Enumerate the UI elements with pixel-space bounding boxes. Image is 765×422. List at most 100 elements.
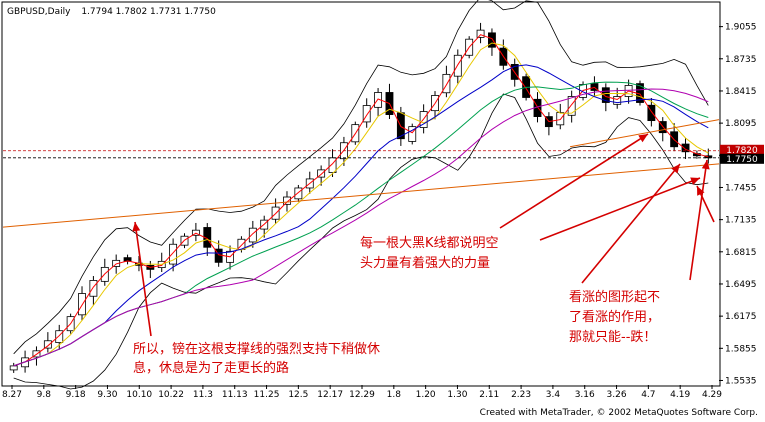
x-tick-label: 10.22 [158, 390, 184, 400]
x-tick-label: 4.7 [641, 390, 655, 400]
y-tick-label: 1.8095 [725, 119, 757, 129]
footer-credit: Created with MetaTrader, © 2002 MetaQuot… [480, 408, 758, 418]
candle-body [601, 87, 610, 103]
x-tick-label: 12.29 [349, 390, 375, 400]
candle-body [317, 169, 326, 178]
y-tick-label: 1.9055 [725, 23, 757, 33]
candle-body [248, 227, 257, 243]
candle-body [362, 105, 371, 123]
ma-mid-line [13, 42, 709, 367]
annotation-bear-line-1: 每一根大黑K线都说明空 [360, 235, 499, 251]
candle-body [9, 365, 18, 371]
bollinger-upper [13, 0, 709, 355]
x-tick-label: 4.19 [670, 390, 690, 400]
ma-longest-line [13, 88, 709, 367]
candle-body [169, 243, 178, 265]
x-tick-label: 1.20 [416, 390, 436, 400]
x-tick-label: 11.13 [222, 390, 248, 400]
x-tick-label: 10.10 [126, 390, 152, 400]
y-tick-label: 1.7135 [725, 216, 757, 226]
arrow-bull-2 [689, 159, 708, 281]
y-tick-label: 1.8735 [725, 55, 757, 65]
arrow-support [134, 221, 152, 337]
x-tick-label: 2.23 [511, 390, 531, 400]
x-tick-label: 8.27 [2, 390, 22, 400]
candle-body [328, 157, 337, 173]
candle-body [476, 29, 485, 38]
price-tag-label: 1.7750 [726, 155, 758, 165]
annotation-support-line-1: 所以，镑在这根支撑线的强烈支持下稍做休 [133, 341, 380, 357]
annotation-bear: 每一根大黑K线都说明空 头力量有着强大的力量 [360, 235, 503, 271]
x-tick-label: 11.3 [193, 390, 213, 400]
annotation-support: 所以，镑在这根支撑线的强烈支持下稍做休 息，休息是为了走更长的路 [133, 341, 384, 376]
arrow-bear-2-head [690, 177, 700, 185]
candle-body [613, 96, 622, 105]
candle-body [442, 73, 451, 94]
arrow-bull-1 [581, 163, 681, 284]
y-tick-label: 1.5535 [725, 376, 757, 386]
chart-title: GBPUSD,Daily 1.7794 1.7802 1.7731 1.7750 [7, 7, 216, 17]
x-tick-label: 11.25 [254, 390, 280, 400]
arrows-layer [132, 133, 715, 337]
candle-body [294, 187, 303, 200]
symbol-label: GBPUSD,Daily [7, 7, 71, 17]
y-tick-label: 1.6175 [725, 312, 757, 322]
x-tick-label: 9.18 [66, 390, 86, 400]
y-tick-label: 1.5855 [725, 344, 757, 354]
x-tick-label: 4.29 [702, 390, 722, 400]
y-tick-label: 1.8415 [725, 87, 757, 97]
x-tick-label: 3.16 [575, 390, 595, 400]
arrow-bear-1-head [638, 134, 648, 143]
candle-body [567, 96, 576, 116]
arrow-bear-2 [539, 177, 701, 241]
y-tick-label: 1.6495 [725, 280, 757, 290]
arrow-bull-2-head [701, 160, 710, 170]
bollinger-lower [13, 93, 709, 390]
x-tick-label: 1.8 [387, 390, 402, 400]
x-tick-label: 9.30 [97, 390, 117, 400]
price-tag [720, 144, 764, 155]
candle-body [556, 112, 565, 126]
neckline-trendline [569, 119, 720, 148]
x-tick-label: 1.30 [447, 390, 467, 400]
annotation-bear-line-2: 头力量有着强大的力量 [360, 255, 490, 271]
x-tick-label: 9.8 [37, 390, 52, 400]
y-axis: 1.90551.87351.84151.80951.77751.74551.71… [719, 23, 757, 386]
x-tick-label: 12.5 [288, 390, 308, 400]
y-tick-label: 1.7455 [725, 183, 757, 193]
candle-body [488, 32, 496, 48]
annotation-bull: 看涨的图形起不 了看涨的作用， 那就只能--跌！ [569, 289, 664, 345]
candle-body [89, 280, 98, 297]
y-tick-label: 1.6815 [725, 248, 757, 258]
arrow-bull-1-head [671, 164, 680, 174]
plot-frame [1, 1, 721, 387]
ma-fast-line [13, 34, 709, 367]
support-trendline [2, 163, 720, 228]
candle-body [408, 126, 417, 142]
x-tick-label: 3.26 [607, 390, 627, 400]
arrow-bear-1 [499, 133, 649, 229]
annotation-bull-line-3: 那就只能--跌！ [569, 329, 656, 345]
x-tick-label: 2.11 [479, 390, 499, 400]
x-axis: 8.27 9.8 9.18 9.30 10.10 10.22 11.3 11.13 11.25 1… [2, 385, 722, 400]
price-tag-label: 1.7820 [726, 146, 758, 156]
x-tick-label: 12.17 [317, 390, 343, 400]
candle-body [55, 330, 64, 343]
price-tag [720, 153, 764, 164]
annotation-support-line-2: 息，休息是为了走更长的路 [133, 360, 289, 376]
indicators-layer [13, 0, 709, 390]
candle-body [283, 196, 291, 205]
trendlines-layer [2, 119, 720, 228]
annotation-bull-line-2: 了看涨的作用， [569, 309, 660, 325]
candle-body [43, 340, 52, 349]
arrow-support-head [132, 222, 141, 232]
candle-body [647, 104, 656, 122]
x-tick-label: 3.4 [546, 390, 561, 400]
arrow-bull-3-head [697, 186, 705, 196]
annotation-bull-line-1: 看涨的图形起不 [569, 289, 660, 305]
candle-body [681, 143, 690, 153]
ma-slow-line [13, 64, 709, 367]
